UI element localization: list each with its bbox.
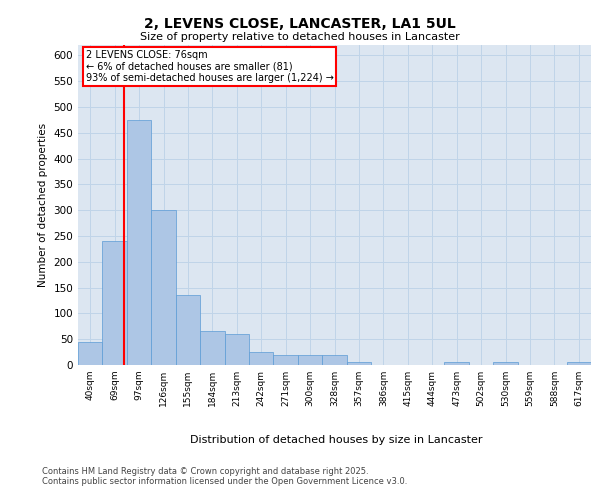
Text: Distribution of detached houses by size in Lancaster: Distribution of detached houses by size … <box>190 435 482 445</box>
Bar <box>298 354 322 365</box>
Bar <box>493 362 518 365</box>
Bar <box>78 342 103 365</box>
Text: Size of property relative to detached houses in Lancaster: Size of property relative to detached ho… <box>140 32 460 42</box>
Bar <box>347 362 371 365</box>
Bar <box>249 352 274 365</box>
Bar <box>566 362 591 365</box>
Text: 2, LEVENS CLOSE, LANCASTER, LA1 5UL: 2, LEVENS CLOSE, LANCASTER, LA1 5UL <box>144 18 456 32</box>
Bar <box>224 334 249 365</box>
Bar <box>322 354 347 365</box>
Bar <box>103 241 127 365</box>
Y-axis label: Number of detached properties: Number of detached properties <box>38 123 48 287</box>
Bar <box>445 362 469 365</box>
Text: Contains public sector information licensed under the Open Government Licence v3: Contains public sector information licen… <box>42 477 407 486</box>
Bar <box>151 210 176 365</box>
Text: 2 LEVENS CLOSE: 76sqm
← 6% of detached houses are smaller (81)
93% of semi-detac: 2 LEVENS CLOSE: 76sqm ← 6% of detached h… <box>86 50 334 83</box>
Text: Contains HM Land Registry data © Crown copyright and database right 2025.: Contains HM Land Registry data © Crown c… <box>42 467 368 476</box>
Bar <box>127 120 151 365</box>
Bar <box>200 332 224 365</box>
Bar <box>274 354 298 365</box>
Bar <box>176 296 200 365</box>
